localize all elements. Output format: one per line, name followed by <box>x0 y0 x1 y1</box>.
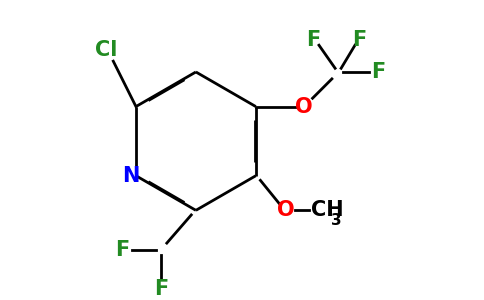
Text: 3: 3 <box>331 213 341 228</box>
Text: F: F <box>352 30 367 50</box>
Text: O: O <box>277 200 295 220</box>
Text: F: F <box>115 239 129 260</box>
Text: F: F <box>154 279 168 299</box>
Text: O: O <box>295 97 313 117</box>
Text: CH: CH <box>311 200 344 220</box>
Text: N: N <box>122 166 139 186</box>
Text: Cl: Cl <box>95 40 118 60</box>
Text: F: F <box>306 30 320 50</box>
Text: F: F <box>371 62 385 82</box>
